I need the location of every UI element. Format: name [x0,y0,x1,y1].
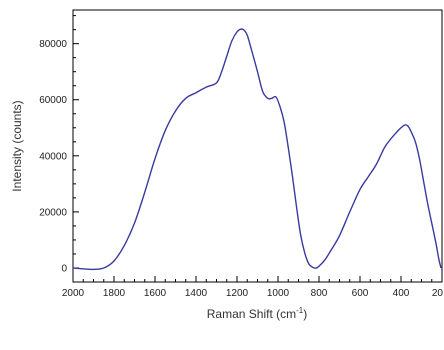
x-axis-title-superscript: -1 [296,306,304,315]
x-tick-label: 800 [311,288,328,299]
y-tick-label: 80000 [39,39,67,50]
x-tick-label: 1000 [267,288,290,299]
x-tick-label: 1200 [226,288,249,299]
x-tick-label: 20 [432,288,444,299]
y-tick-label: 20000 [39,207,67,218]
x-tick-label: 400 [393,288,410,299]
x-axis-title: Raman Shift (cm-1) [207,306,307,321]
x-axis-title-close: ) [303,307,307,321]
y-tick-label: 0 [61,263,67,274]
plot-area-frame [72,9,443,283]
x-tick-label: 600 [352,288,369,299]
x-tick-label: 1400 [185,288,208,299]
x-axis-ticks: 2000 1800 1600 1400 1200 1000 800 600 400 20 [62,276,444,299]
y-axis-ticks: 0 20000 40000 60000 80000 [39,15,79,274]
x-axis-title-main: Raman Shift (cm [207,307,296,321]
y-tick-label: 40000 [39,151,67,162]
x-tick-label: 1800 [103,288,126,299]
y-axis-title: Intensity (counts) [10,100,24,191]
x-tick-label: 1600 [144,288,167,299]
spectrum-line [72,28,442,271]
x-tick-label: 2000 [62,288,85,299]
y-tick-label: 60000 [39,95,67,106]
